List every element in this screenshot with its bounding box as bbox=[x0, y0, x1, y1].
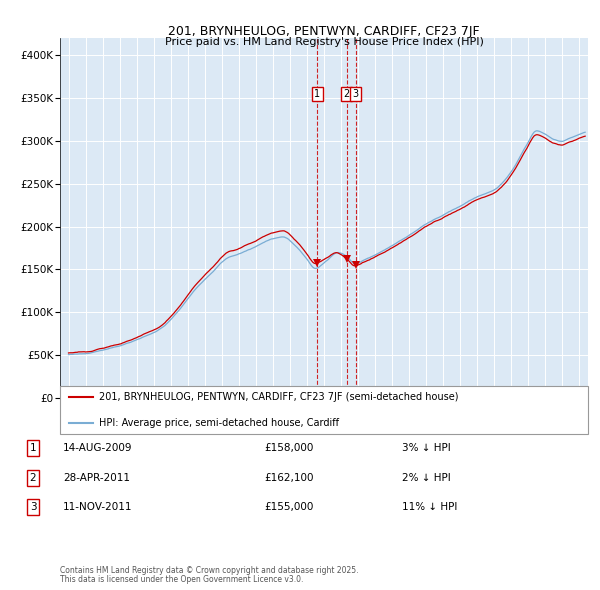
Text: 3: 3 bbox=[29, 502, 37, 512]
Text: 1: 1 bbox=[314, 89, 320, 99]
Text: 28-APR-2011: 28-APR-2011 bbox=[63, 473, 130, 483]
Text: £155,000: £155,000 bbox=[264, 502, 313, 512]
Text: 11% ↓ HPI: 11% ↓ HPI bbox=[402, 502, 457, 512]
Text: Contains HM Land Registry data © Crown copyright and database right 2025.: Contains HM Land Registry data © Crown c… bbox=[60, 566, 359, 575]
Text: 3: 3 bbox=[353, 89, 359, 99]
Text: 201, BRYNHEULOG, PENTWYN, CARDIFF, CF23 7JF (semi-detached house): 201, BRYNHEULOG, PENTWYN, CARDIFF, CF23 … bbox=[99, 392, 458, 402]
Text: HPI: Average price, semi-detached house, Cardiff: HPI: Average price, semi-detached house,… bbox=[99, 418, 339, 428]
Text: 11-NOV-2011: 11-NOV-2011 bbox=[63, 502, 133, 512]
Text: 3% ↓ HPI: 3% ↓ HPI bbox=[402, 443, 451, 453]
Text: 201, BRYNHEULOG, PENTWYN, CARDIFF, CF23 7JF: 201, BRYNHEULOG, PENTWYN, CARDIFF, CF23 … bbox=[168, 25, 480, 38]
Text: 2: 2 bbox=[343, 89, 350, 99]
Text: Price paid vs. HM Land Registry's House Price Index (HPI): Price paid vs. HM Land Registry's House … bbox=[164, 37, 484, 47]
Text: 1: 1 bbox=[29, 443, 37, 453]
Text: 14-AUG-2009: 14-AUG-2009 bbox=[63, 443, 133, 453]
Text: This data is licensed under the Open Government Licence v3.0.: This data is licensed under the Open Gov… bbox=[60, 575, 304, 584]
Text: £162,100: £162,100 bbox=[264, 473, 314, 483]
Text: 2: 2 bbox=[29, 473, 37, 483]
Text: 2% ↓ HPI: 2% ↓ HPI bbox=[402, 473, 451, 483]
Text: £158,000: £158,000 bbox=[264, 443, 313, 453]
